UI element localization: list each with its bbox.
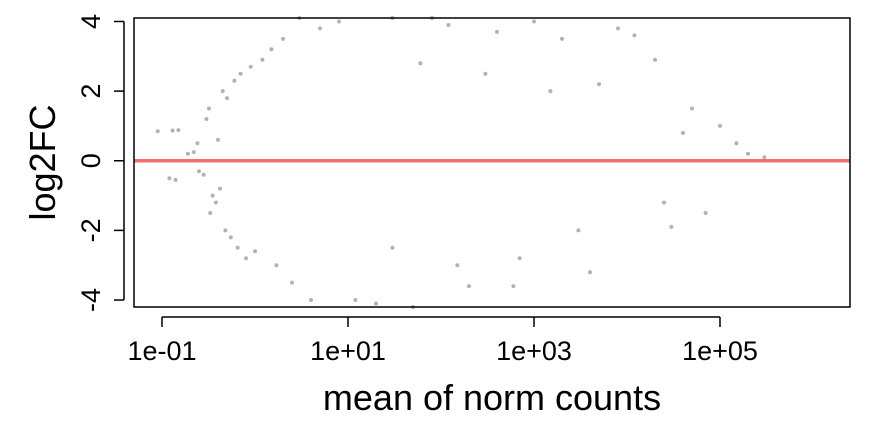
data-point	[718, 123, 722, 128]
data-point	[232, 78, 237, 83]
data-point	[281, 36, 285, 41]
data-point	[195, 141, 200, 146]
y-tick-label: 0	[76, 153, 106, 168]
data-point	[207, 106, 211, 111]
data-point	[191, 150, 196, 155]
data-point	[318, 26, 322, 31]
data-point	[220, 89, 225, 94]
y-axis: -4 -2 0 2 4	[76, 14, 125, 312]
x-axis-title: mean of norm counts	[323, 377, 661, 418]
x-axis: 1e-01 1e+01 1e+03 1e+05	[127, 316, 758, 366]
data-point	[762, 155, 767, 160]
data-point	[588, 270, 592, 275]
data-point	[353, 298, 358, 302]
data-point	[213, 200, 218, 205]
data-point	[560, 36, 564, 41]
x-tick-label: 1e+01	[310, 336, 386, 366]
data-point	[260, 57, 265, 62]
data-point	[616, 26, 620, 31]
x-tick-label: 1e-01	[127, 336, 196, 366]
plot-frame	[133, 17, 851, 308]
data-point	[653, 57, 657, 62]
data-point	[274, 263, 279, 268]
y-tick-label: 2	[76, 84, 106, 99]
data-point	[532, 19, 536, 24]
data-point	[253, 249, 257, 254]
data-point	[483, 71, 488, 76]
data-point	[690, 106, 694, 111]
data-point	[225, 96, 229, 101]
data-point	[681, 130, 685, 135]
data-point	[185, 151, 190, 156]
data-point	[248, 64, 253, 69]
data-point	[290, 280, 294, 285]
data-point	[455, 263, 460, 268]
data-point	[418, 61, 423, 66]
data-point	[495, 29, 499, 34]
data-point	[662, 200, 666, 205]
data-point	[228, 235, 233, 240]
data-point	[269, 47, 274, 52]
x-tick-label: 1e+03	[496, 336, 572, 366]
data-point	[703, 211, 708, 215]
data-point	[467, 284, 471, 289]
data-point	[223, 228, 228, 233]
data-point	[170, 128, 175, 133]
data-point	[337, 19, 341, 24]
data-point	[216, 137, 220, 142]
data-point	[173, 177, 178, 182]
data-point	[155, 129, 160, 134]
data-point	[309, 298, 313, 302]
data-point	[244, 256, 248, 261]
data-point	[746, 151, 750, 156]
y-tick-label: -4	[76, 288, 106, 312]
data-point	[374, 301, 378, 306]
data-point	[632, 33, 637, 38]
y-axis-title: log2FC	[22, 104, 63, 220]
y-tick-label: -2	[76, 218, 106, 242]
data-point	[176, 128, 181, 133]
data-point	[576, 228, 581, 233]
data-point	[218, 186, 222, 191]
data-point	[734, 141, 739, 146]
data-point	[201, 172, 206, 177]
data-point	[235, 245, 240, 250]
data-point	[238, 71, 243, 76]
data-point	[210, 193, 215, 198]
data-point	[669, 224, 674, 229]
data-point	[597, 82, 601, 87]
data-point	[548, 89, 553, 94]
data-point	[197, 169, 201, 174]
data-point	[208, 211, 213, 215]
data-point	[511, 284, 516, 289]
data-points	[155, 16, 767, 309]
data-point	[167, 176, 172, 181]
y-tick-label: 4	[76, 14, 106, 29]
data-point	[204, 117, 209, 121]
data-point	[390, 245, 395, 250]
data-point	[517, 256, 522, 261]
data-point	[446, 23, 451, 27]
x-tick-label: 1e+05	[682, 336, 758, 366]
